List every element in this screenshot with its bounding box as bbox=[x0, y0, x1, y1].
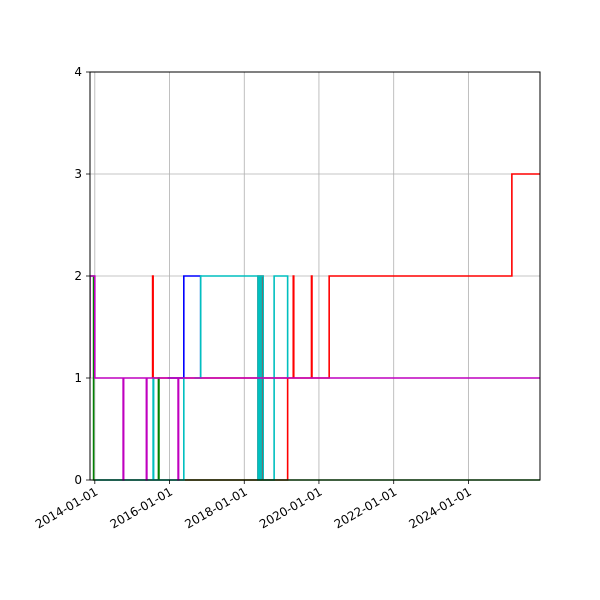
x-tick-label: 2016-01-01 bbox=[108, 484, 175, 531]
y-tick-label: 0 bbox=[74, 473, 82, 487]
plot-area bbox=[90, 173, 540, 481]
x-tick-label: 2022-01-01 bbox=[332, 484, 399, 531]
x-tick-label: 2024-01-01 bbox=[406, 484, 473, 531]
x-tick-label: 2020-01-01 bbox=[257, 484, 324, 531]
series-line-5 bbox=[90, 275, 540, 481]
y-tick-label: 4 bbox=[74, 65, 82, 79]
y-tick-label: 2 bbox=[74, 269, 82, 283]
x-axis: 2014-01-01 2016-01-01 2018-01-01 2020-01-01… bbox=[33, 480, 474, 531]
series-line-3 bbox=[167, 275, 202, 379]
x-tick-label: 2018-01-01 bbox=[182, 484, 249, 531]
series-line-6 bbox=[95, 377, 185, 481]
x-tick-label: 2014-01-01 bbox=[33, 484, 100, 531]
y-tick-label: 3 bbox=[74, 167, 82, 181]
series-line-7 bbox=[90, 275, 540, 481]
y-axis: 0 1 2 3 4 bbox=[74, 65, 90, 487]
y-tick-label: 1 bbox=[74, 371, 82, 385]
